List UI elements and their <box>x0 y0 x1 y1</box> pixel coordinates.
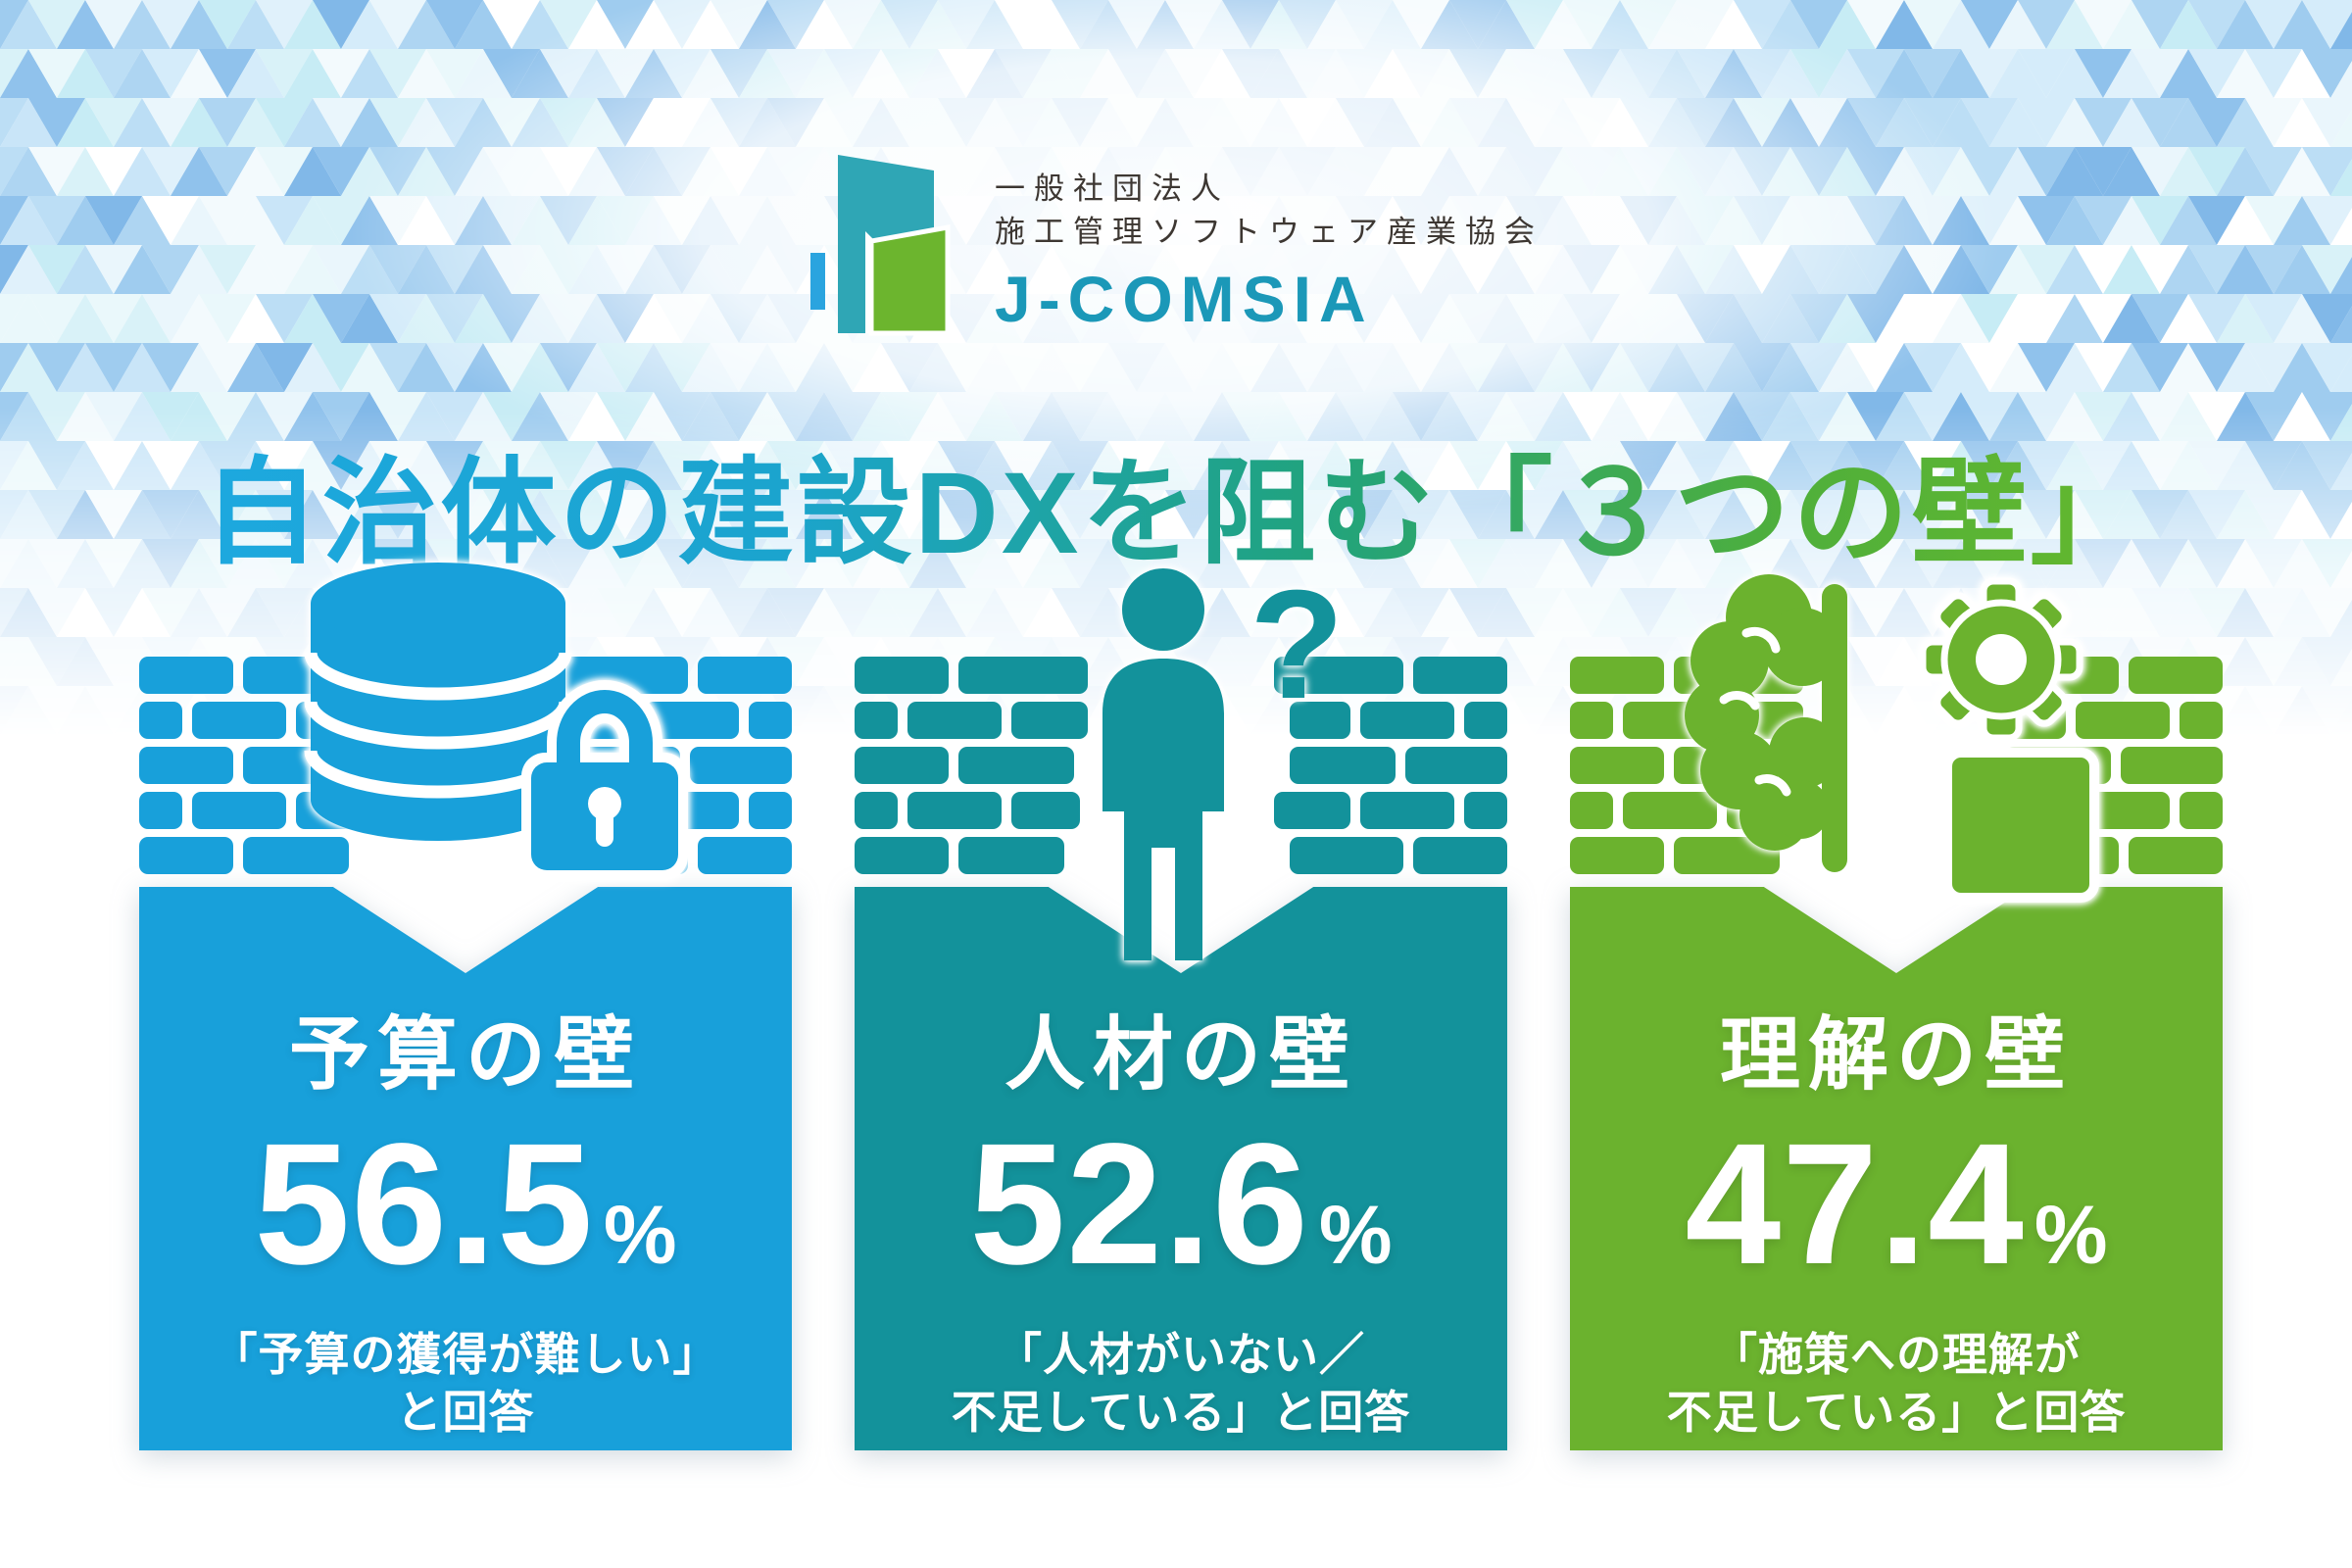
brick <box>1570 747 1664 784</box>
percent-number: 56.5 <box>254 1108 594 1300</box>
logo-org-name: 施工管理ソフトウェア産業協会 <box>995 214 1544 249</box>
brick <box>139 837 233 874</box>
brick <box>1405 747 1507 784</box>
brain-gear-icon <box>1685 574 2099 903</box>
brick <box>1360 702 1454 739</box>
caption-line: 不足している」と回答 <box>951 1386 1411 1438</box>
brick <box>1464 702 1507 739</box>
brick <box>855 747 949 784</box>
card-body: 予算の壁 56.5 % 「予算の獲得が難しい」 と回答 <box>139 887 792 1450</box>
caption-line: 不足している」と回答 <box>1666 1386 2127 1438</box>
caption-line: と回答 <box>396 1386 535 1438</box>
brick <box>690 747 792 784</box>
caption-line: 「予算の獲得が難しい」 <box>212 1329 719 1380</box>
brick <box>855 792 898 829</box>
card-body: 人材の壁 52.6 % 「人材がいない／ 不足している」と回答 <box>855 887 1507 1450</box>
page-title: 自治体の建設DXを阻む「３つの壁」 <box>0 418 2352 586</box>
brick <box>2180 792 2223 829</box>
brick <box>749 702 792 739</box>
percent-value: 47.4 % <box>1570 1114 2223 1296</box>
percent-unit: % <box>1318 1189 1393 1281</box>
brick <box>139 702 182 739</box>
brick <box>139 657 233 694</box>
card-caption: 「施策への理解が 不足している」と回答 <box>1570 1326 2223 1442</box>
person-question-icon: ? <box>1102 559 1345 960</box>
brick <box>749 792 792 829</box>
brick <box>1570 792 1613 829</box>
brick <box>139 747 233 784</box>
brick <box>1570 657 1664 694</box>
card-title: 予算の壁 <box>288 1010 642 1100</box>
card-body-wrap: 理解の壁 47.4 % 「施策への理解が 不足している」と回答 <box>1570 887 2223 1450</box>
logo-brand: J-COMSIA <box>995 263 1374 335</box>
card-understanding-wall: 理解の壁 47.4 % 「施策への理解が 不足している」と回答 <box>1570 549 2223 1470</box>
brick <box>192 702 286 739</box>
percent-unit: % <box>603 1189 677 1281</box>
logo-org-type: 一般社団法人 <box>995 171 1230 206</box>
brick <box>698 657 792 694</box>
buildings-logo-icon <box>810 155 951 336</box>
brick <box>907 702 1002 739</box>
brick <box>907 792 1002 829</box>
percent-number: 47.4 <box>1685 1108 2025 1300</box>
percent-unit: % <box>2034 1189 2108 1281</box>
brick <box>1464 792 1507 829</box>
card-title: 人材の壁 <box>1004 1010 1357 1100</box>
brick <box>192 792 286 829</box>
brick <box>855 702 898 739</box>
card-talent-wall: ? 人材の壁 52.6 % 「人材がいない／ 不足している」と回答 <box>855 549 1507 1470</box>
brick <box>1413 657 1507 694</box>
brick <box>1360 792 1454 829</box>
caption-line: 「施策への理解が <box>1712 1329 2081 1380</box>
card-budget-wall: 予算の壁 56.5 % 「予算の獲得が難しい」 と回答 <box>139 549 792 1470</box>
svg-text:?: ? <box>1250 559 1345 731</box>
brick <box>698 837 792 874</box>
brick <box>1413 837 1507 874</box>
card-caption: 「人材がいない／ 不足している」と回答 <box>855 1326 1507 1442</box>
database-lock-icon <box>304 563 688 880</box>
brick <box>1570 702 1613 739</box>
percent-value: 56.5 % <box>139 1114 792 1296</box>
brick <box>2180 702 2223 739</box>
brick <box>1570 837 1664 874</box>
logo-text: 一般社団法人 施工管理ソフトウェア産業協会 J-COMSIA <box>995 168 1544 338</box>
caption-line: 「人材がいない／ <box>997 1329 1365 1380</box>
logo: 一般社団法人 施工管理ソフトウェア産業協会 J-COMSIA <box>808 147 1544 338</box>
brick <box>139 792 182 829</box>
card-caption: 「予算の獲得が難しい」 と回答 <box>139 1326 792 1442</box>
card-body-wrap: 人材の壁 52.6 % 「人材がいない／ 不足している」と回答 <box>855 887 1507 1450</box>
card-title: 理解の壁 <box>1719 1010 2073 1100</box>
card-body-wrap: 予算の壁 56.5 % 「予算の獲得が難しい」 と回答 <box>139 887 792 1450</box>
percent-number: 52.6 <box>969 1108 1309 1300</box>
card-body: 理解の壁 47.4 % 「施策への理解が 不足している」と回答 <box>1570 887 2223 1450</box>
percent-value: 52.6 % <box>855 1114 1507 1296</box>
brick <box>855 837 949 874</box>
brick <box>855 657 949 694</box>
